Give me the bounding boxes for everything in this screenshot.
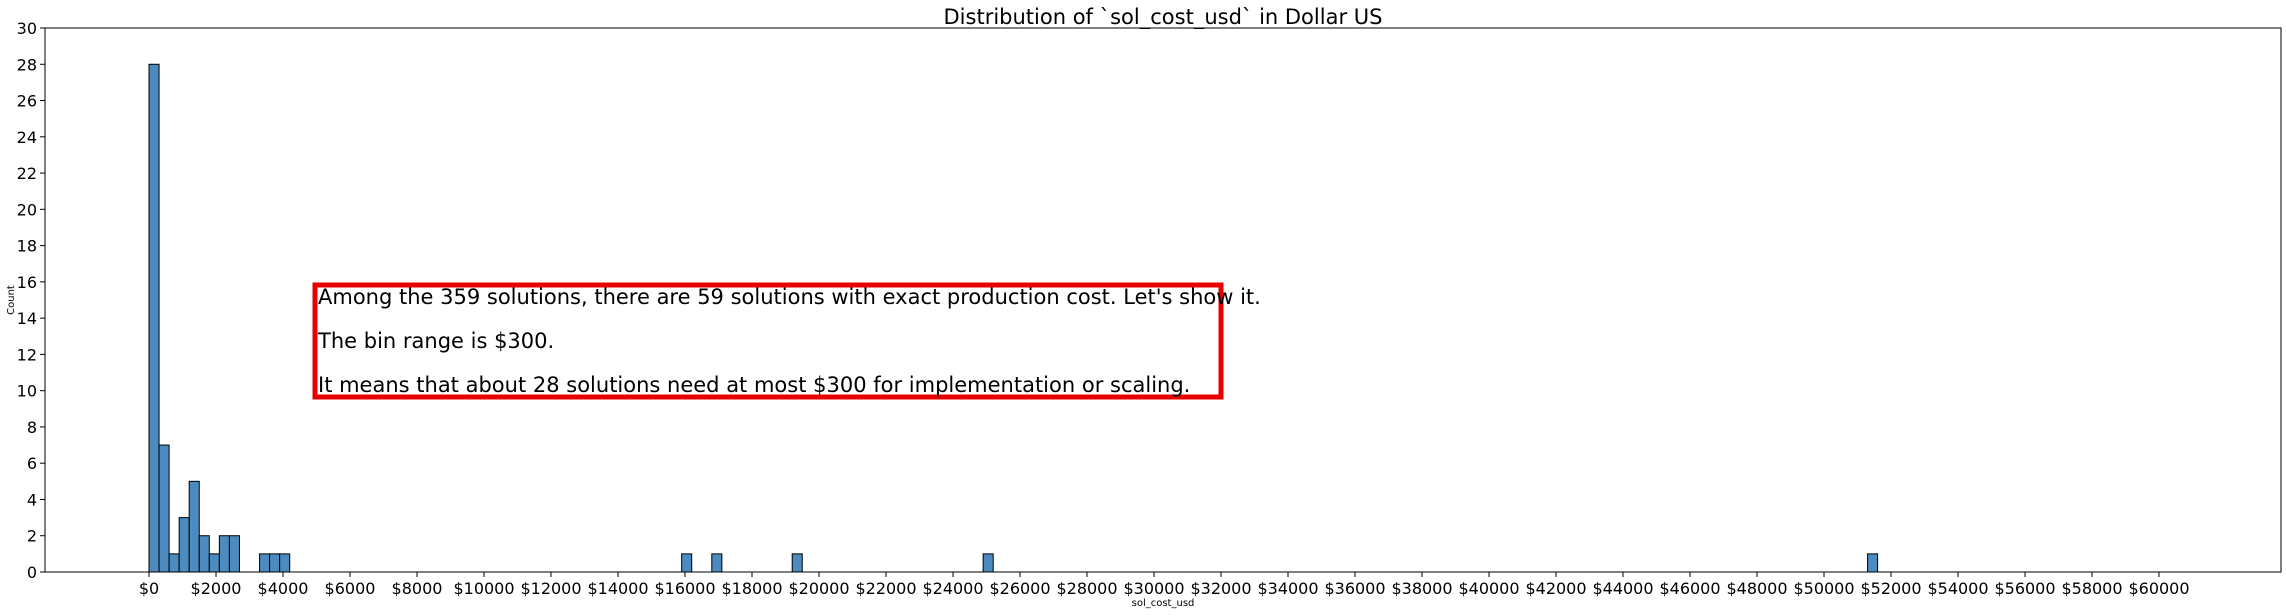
x-tick-label: $42000 [1525,579,1586,598]
y-tick-label: 14 [17,309,37,328]
y-tick-label: 18 [17,237,37,256]
y-tick-label: 4 [27,490,37,509]
x-tick-label: $38000 [1391,579,1452,598]
x-tick-label: $26000 [989,579,1050,598]
histogram-bar-6 [208,553,220,573]
x-tick-label: $16000 [654,579,715,598]
histogram-bar-2 [168,553,180,573]
x-tick-label: $46000 [1659,579,1720,598]
x-tick-label: $2000 [191,579,242,598]
x-tick-label: $18000 [721,579,782,598]
x-tick-label: $56000 [1994,579,2055,598]
x-tick-label: $24000 [922,579,983,598]
x-tick-label: $20000 [788,579,849,598]
x-tick-label: $12000 [520,579,581,598]
x-tick-label: $36000 [1324,579,1385,598]
histogram-bar-8 [228,535,240,573]
y-tick-label: 10 [17,382,37,401]
x-tick-label: $28000 [1056,579,1117,598]
x-tick-label: $0 [139,579,159,598]
histogram-bar-5 [198,535,210,573]
histogram-bar-15 [982,553,994,573]
x-tick-label: $48000 [1726,579,1787,598]
y-tick-label: 24 [17,128,37,147]
x-tick-label: $60000 [2128,579,2189,598]
x-tick-label: $44000 [1592,579,1653,598]
histogram-bar-4 [188,480,200,573]
x-tick-label: $54000 [1927,579,1988,598]
y-tick-label: 12 [17,345,37,364]
x-tick-label: $4000 [258,579,309,598]
y-tick-label: 6 [27,454,37,473]
x-tick-label: $22000 [855,579,916,598]
y-tick-label: 8 [27,418,37,437]
x-tick-label: $6000 [325,579,376,598]
histogram-bar-7 [218,535,230,573]
x-tick-label: $10000 [453,579,514,598]
x-tick-label: $52000 [1860,579,1921,598]
x-tick-label: $40000 [1458,579,1519,598]
x-axis: $0 $2000 $4000 $6000 $8000 $10000 $12000 $14000… [139,572,2190,598]
y-tick-label: 28 [17,55,37,74]
histogram-bar-9 [259,553,271,573]
x-tick-label: $8000 [392,579,443,598]
y-tick-label: 22 [17,164,37,183]
histogram-bar-10 [269,553,281,573]
annotation-box: Among the 359 solutions, there are 59 so… [312,282,1261,400]
x-tick-label: $34000 [1257,579,1318,598]
bars-group [148,63,1879,573]
histogram-bar-16 [1867,553,1879,573]
annotation-line-2: The bin range is $300. [317,329,554,353]
histogram-bar-3 [178,517,190,573]
y-tick-label: 30 [17,19,37,38]
x-tick-label: $30000 [1123,579,1184,598]
plot-frame [44,27,2282,573]
y-axis-label: Count [6,285,17,315]
x-tick-label: $58000 [2061,579,2122,598]
y-tick-label: 26 [17,92,37,111]
histogram-bar-0 [148,63,160,573]
x-tick-label: $32000 [1190,579,1251,598]
histogram-bar-14 [791,553,803,573]
chart-title: Distribution of `sol_cost_usd` in Dollar… [944,5,1383,30]
x-tick-label: $14000 [587,579,648,598]
annotation-line-1: Among the 359 solutions, there are 59 so… [318,285,1261,309]
histogram-bar-13 [711,553,723,573]
annotation-border [312,282,1224,400]
y-tick-label: 20 [17,200,37,219]
annotation-line-3: It means that about 28 solutions need at… [318,373,1190,397]
y-tick-label: 16 [17,273,37,292]
x-axis-label: sol_cost_usd [1132,598,1195,609]
histogram-bar-12 [681,553,693,573]
y-tick-label: 2 [27,527,37,546]
y-tick-label: 0 [27,563,37,582]
histogram-bar-11 [279,553,291,573]
x-tick-label: $50000 [1793,579,1854,598]
histogram-bar-1 [158,444,170,573]
